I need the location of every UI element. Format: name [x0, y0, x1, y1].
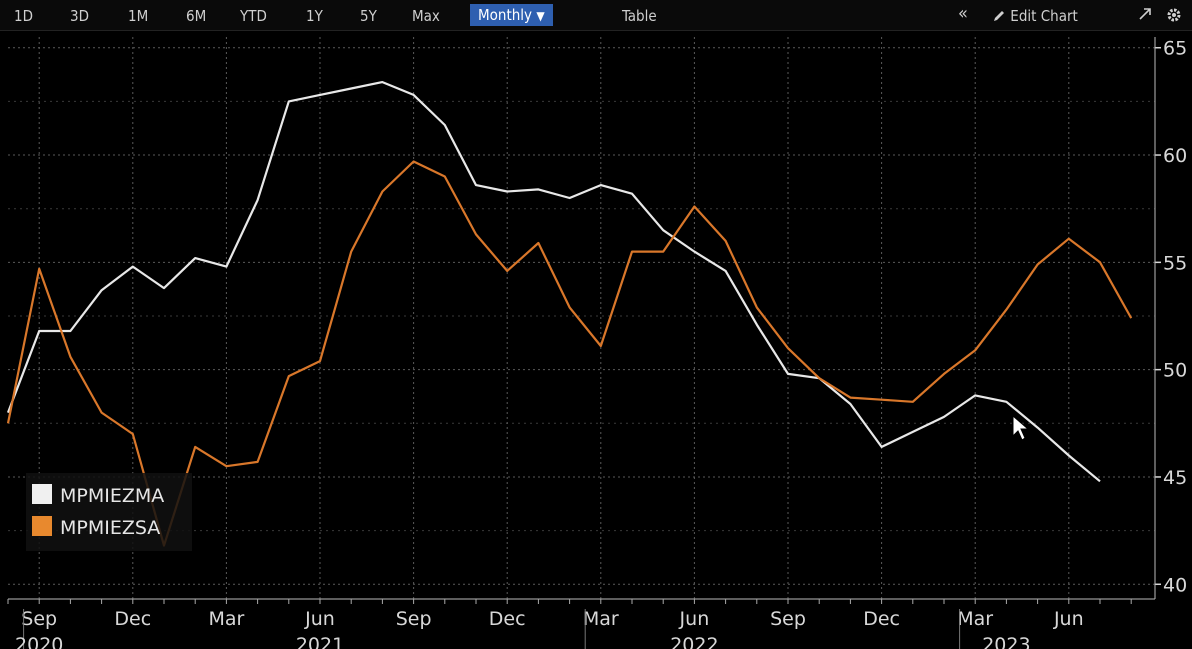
x-tick-label: Dec	[114, 608, 151, 630]
range-5y-button[interactable]: 5Y	[360, 7, 377, 25]
x-tick-label: Jun	[679, 608, 710, 630]
legend-swatch-mpmiezma	[32, 484, 52, 504]
legend: MPMIEZMA MPMIEZSA	[26, 473, 192, 551]
series-line-mpmiezma	[6, 80, 1101, 483]
chevron-down-icon: ▼	[536, 9, 545, 23]
x-tick-label: Jun	[1053, 608, 1084, 630]
range-max-button[interactable]: Max	[412, 7, 440, 25]
range-1d-button[interactable]: 1D	[14, 7, 33, 25]
year-label: 2020	[15, 634, 63, 649]
mouse-cursor-icon	[1012, 414, 1030, 441]
frequency-dropdown[interactable]: Monthly ▼	[470, 4, 553, 26]
y-tick-label: 60	[1163, 145, 1187, 167]
range-3d-button[interactable]: 3D	[70, 7, 89, 25]
x-tick-label: Sep	[21, 608, 57, 630]
year-label: 2022	[670, 634, 718, 649]
range-ytd-button[interactable]: YTD	[240, 7, 267, 25]
x-tick-label: Jun	[304, 608, 335, 630]
range-1m-button[interactable]: 1M	[128, 7, 149, 25]
table-button[interactable]: Table	[622, 7, 657, 25]
range-1y-button[interactable]: 1Y	[306, 7, 323, 25]
legend-label-mpmiezsa: MPMIEZSA	[60, 517, 160, 539]
y-tick-label: 50	[1163, 360, 1187, 382]
range-6m-button[interactable]: 6M	[186, 7, 207, 25]
gear-icon[interactable]	[1166, 7, 1182, 27]
grid	[8, 37, 1155, 599]
y-tick-label: 65	[1163, 38, 1187, 60]
x-tick-label: Mar	[208, 608, 244, 630]
edit-chart-button[interactable]: Edit Chart	[992, 7, 1078, 27]
pencil-icon	[994, 11, 1004, 21]
x-tick-label: Dec	[863, 608, 900, 630]
popout-icon[interactable]	[1138, 7, 1152, 27]
y-tick-label: 55	[1163, 252, 1187, 274]
x-tick-label: Sep	[396, 608, 432, 630]
chart-toolbar: 1D 3D 1M 6M YTD 1Y 5Y Max Monthly ▼ Tabl…	[0, 0, 1192, 31]
y-tick-label: 40	[1163, 574, 1187, 596]
collapse-icon[interactable]: «	[958, 3, 968, 24]
edit-chart-label: Edit Chart	[1010, 7, 1078, 25]
x-tick-label: Mar	[957, 608, 993, 630]
x-tick-label: Mar	[583, 608, 619, 630]
y-tick-label: 45	[1163, 467, 1187, 489]
x-tick-label: Dec	[489, 608, 526, 630]
legend-swatch-mpmiezsa	[32, 516, 52, 536]
year-label: 2023	[982, 634, 1030, 649]
year-label: 2021	[296, 634, 344, 649]
x-tick-label: Sep	[770, 608, 806, 630]
legend-label-mpmiezma: MPMIEZMA	[60, 485, 164, 507]
y-axis: 40 45 50 55 60 65	[1154, 37, 1187, 599]
frequency-label: Monthly	[478, 6, 533, 24]
series-lines	[6, 80, 1133, 547]
x-axis: Sep Dec Mar Jun Sep Dec Mar Jun Sep Dec Mar Jun 2020…	[7, 598, 1155, 649]
